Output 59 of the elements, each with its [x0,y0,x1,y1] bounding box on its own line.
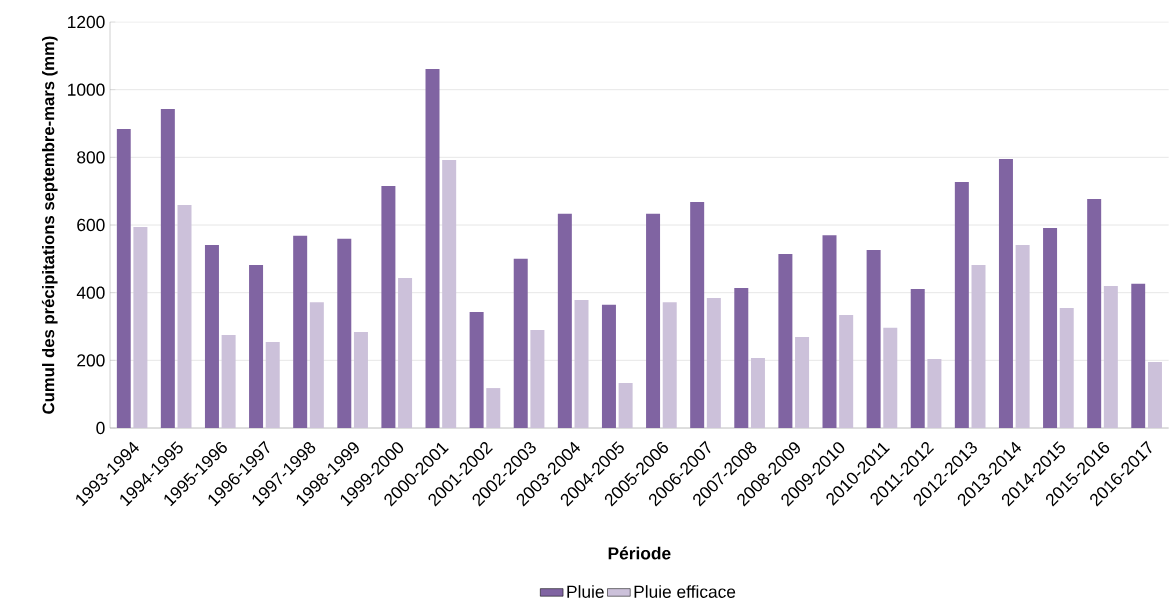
bar [513,258,528,428]
bar [839,315,854,428]
legend-label: Pluie efficace [634,585,736,598]
bar [1059,307,1074,428]
bar [116,128,131,428]
bar [750,357,765,428]
bar [706,298,721,428]
bar [425,69,440,428]
bar [1087,198,1102,428]
bar [337,238,352,428]
bar [469,311,484,428]
bar [1147,362,1162,428]
y-tick-label: 200 [77,354,105,367]
y-tick-label: 1000 [68,83,105,96]
y-tick-label: 0 [96,421,105,435]
bar [778,254,793,428]
bar [883,327,898,428]
bar [530,329,545,428]
legend-label: Pluie [567,585,604,598]
y-tick-label: 400 [76,286,105,299]
y-tick-label: 600 [77,218,105,232]
bar [601,304,616,428]
bar [690,201,705,428]
bar [486,388,501,428]
bar [646,213,661,428]
bar [998,159,1013,428]
bar [309,302,324,428]
bar [249,264,264,428]
bar [1131,283,1146,428]
bar [574,300,589,428]
bar [822,235,837,428]
bar [1103,285,1118,428]
bar [398,278,413,428]
bar [971,264,986,428]
bar [442,160,457,428]
bar [204,244,219,428]
y-tick-label: 800 [77,151,105,164]
bar [1043,228,1058,428]
bar [265,342,280,428]
y-tick-label: 1200 [68,15,105,29]
bar [662,302,677,428]
bar [954,182,969,428]
bar [1015,244,1030,428]
bar [927,358,942,428]
bar [618,383,633,428]
bar [381,186,396,428]
bar [866,250,881,428]
bar [795,336,810,428]
bar [133,227,148,428]
bar [353,331,368,428]
bar [734,287,749,428]
bar [160,108,175,428]
x-axis-title: Période [608,546,671,560]
bar [293,235,308,428]
bar [910,288,925,428]
bar [557,213,572,428]
bar [177,205,192,428]
y-axis-title: Cumul des précipitations septembre-mars (mm) [41,36,58,414]
bar [221,334,236,428]
